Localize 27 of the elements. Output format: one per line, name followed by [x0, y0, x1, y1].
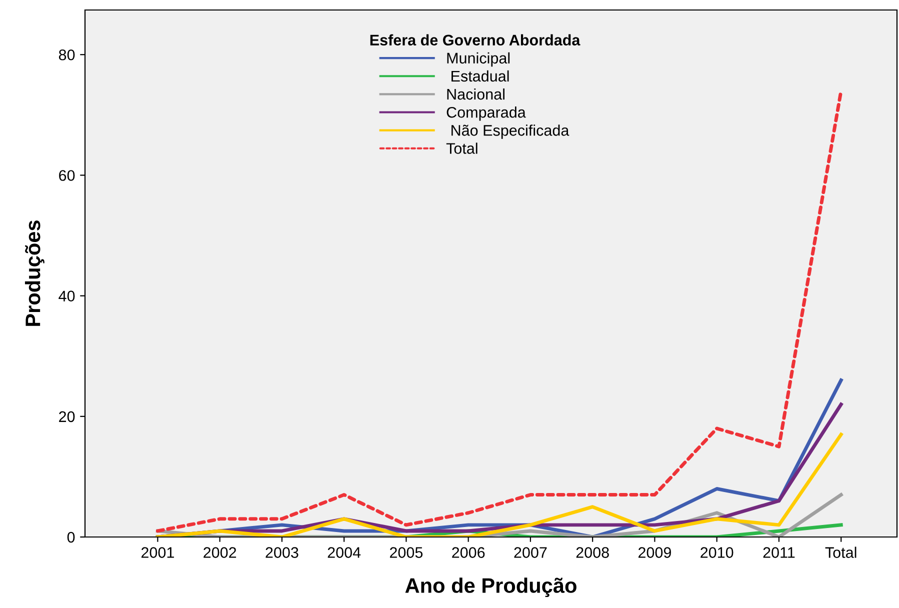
x-tick-label: 2011	[763, 547, 795, 558]
legend-title: Esfera de Governo Abordada	[370, 34, 580, 46]
x-tick-label: 2007	[514, 547, 547, 558]
x-tick-label: 2008	[576, 547, 609, 558]
x-axis-title: Ano de Produção	[405, 578, 576, 598]
legend-label: Não Especificada	[452, 124, 570, 139]
legend-label: Total	[446, 142, 478, 154]
legend-label: Comparada	[446, 106, 526, 121]
y-tick-label: 0	[67, 532, 75, 543]
x-tick-label: 2006	[452, 547, 485, 558]
y-tick-label: 80	[58, 49, 75, 60]
y-tick-label: 40	[58, 290, 75, 302]
x-tick-label: 2005	[390, 547, 423, 558]
legend-label: Municipal	[447, 52, 510, 67]
legend-label: Nacional	[447, 88, 504, 100]
y-tick-label: 60	[59, 170, 75, 181]
legend-label: Estadual	[452, 70, 509, 82]
x-tick-label: 2001	[141, 547, 174, 558]
x-tick-label: 2002	[204, 547, 236, 558]
y-tick-label: 20	[59, 411, 75, 422]
y-axis-title: Produções	[24, 220, 44, 326]
x-tick-label: 2003	[266, 547, 298, 558]
x-tick-label: 2010	[700, 547, 734, 558]
x-tick-label: Total	[825, 546, 856, 558]
x-tick-label: 2004	[328, 547, 361, 558]
line-series	[156, 432, 843, 537]
x-tick-label: 2009	[638, 547, 671, 558]
